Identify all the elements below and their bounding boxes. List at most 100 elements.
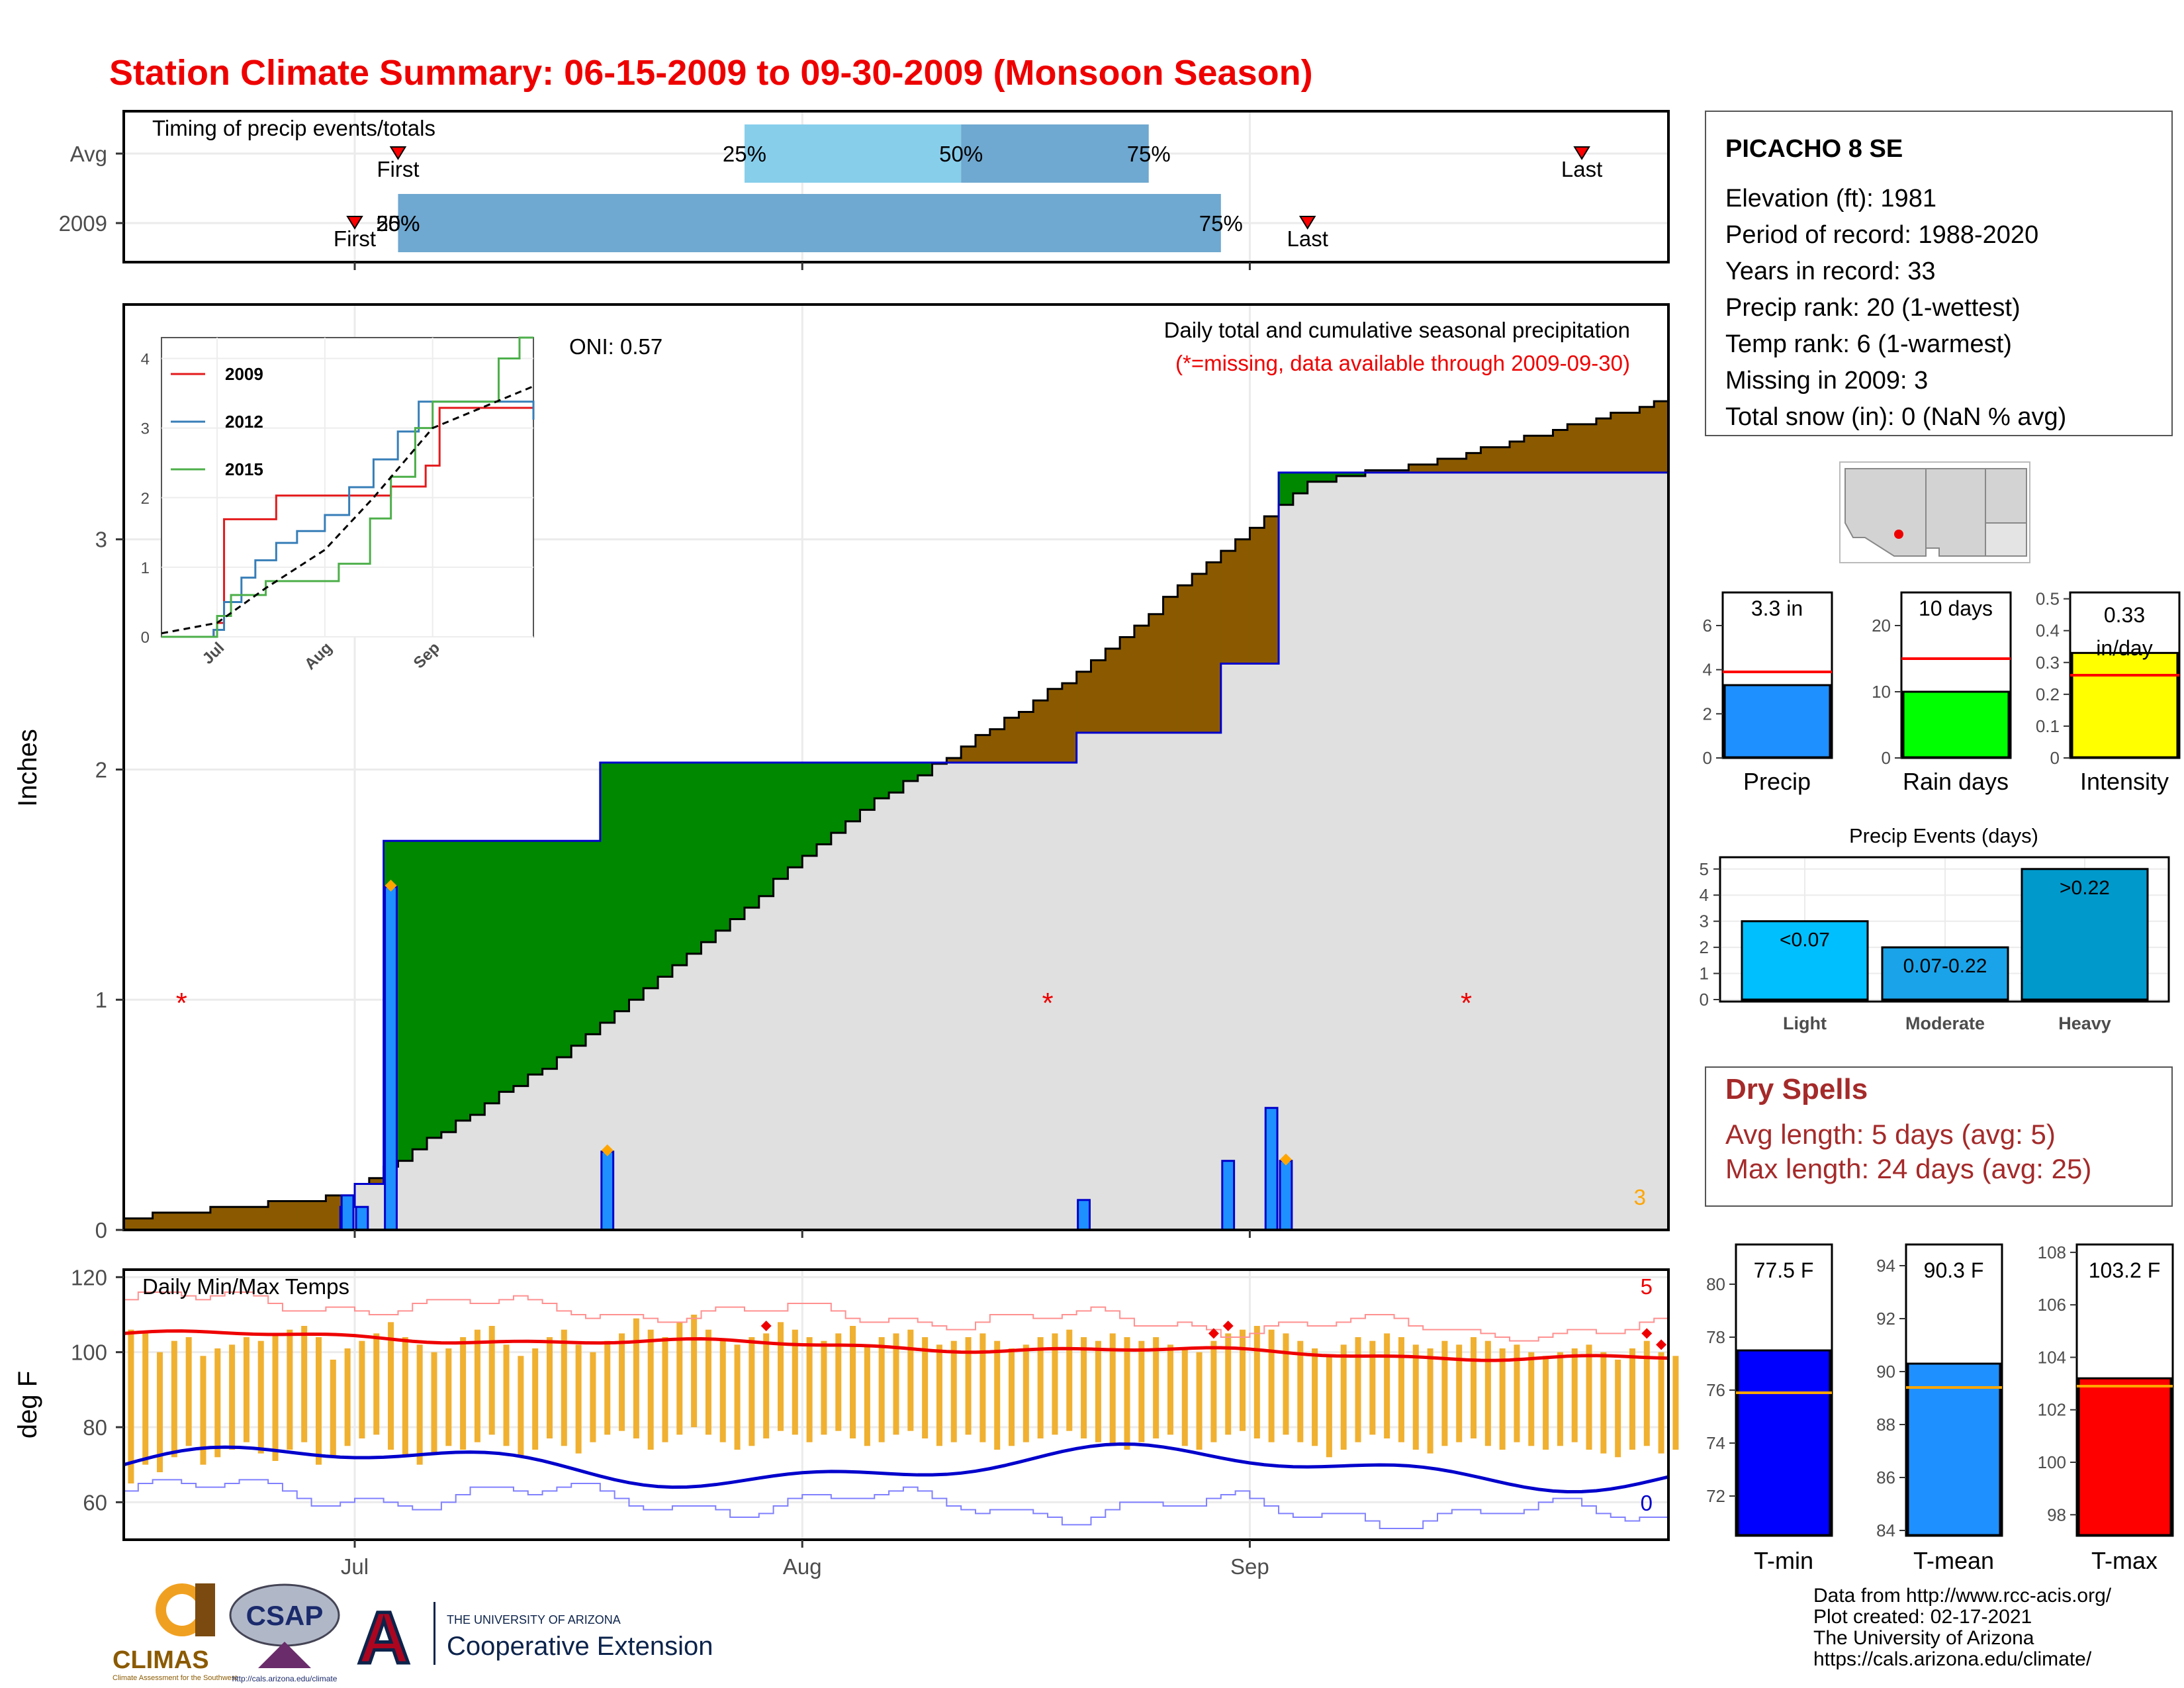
precip-event-category-label: Moderate bbox=[1905, 1013, 1985, 1033]
above-average-area bbox=[470, 841, 486, 1115]
temp-summary-0-bar bbox=[1737, 1349, 1831, 1536]
precip-summary-0-tick-label: 2 bbox=[1703, 704, 1712, 724]
above-average-area bbox=[1293, 472, 1308, 494]
daily-temp-range-bar bbox=[821, 1340, 827, 1435]
temp-summary-value-label: 103.2 F bbox=[2089, 1258, 2161, 1282]
below-average-area bbox=[1510, 441, 1525, 473]
timing-first-label-2009: First bbox=[334, 226, 376, 251]
below-average-area bbox=[1264, 516, 1279, 664]
station-info-line: Missing in 2009: 3 bbox=[1725, 367, 1928, 395]
daily-precip-bar bbox=[1077, 1199, 1091, 1231]
climas-logo: CLIMAS Climate Assessment for the Southw… bbox=[113, 1583, 237, 1682]
daily-temp-range-bar bbox=[1615, 1360, 1621, 1458]
above-average-area bbox=[1279, 472, 1294, 505]
below-average-area bbox=[1466, 453, 1482, 473]
y-tick-label: 2 bbox=[95, 757, 107, 782]
station-name: PICACHO 8 SE bbox=[1725, 135, 1903, 163]
temp-summary-2-bar bbox=[2077, 1377, 2172, 1536]
timing-band-avg-25-50 bbox=[744, 124, 962, 183]
university-of-arizona-logo: A THE UNIVERSITY OF ARIZONA Cooperative … bbox=[356, 1596, 713, 1681]
daily-temp-range-bar bbox=[1095, 1340, 1101, 1442]
daily-temp-range-bar bbox=[1138, 1340, 1145, 1442]
station-info-line: Elevation (ft): 1981 bbox=[1725, 185, 1936, 212]
temps-ylabel: deg F bbox=[13, 1371, 42, 1438]
daily-temp-range-bar bbox=[864, 1344, 870, 1446]
daily-temp-range-bar bbox=[734, 1344, 741, 1450]
precip-summary-2-tick-label: 0.1 bbox=[2036, 716, 2060, 736]
above-average-area bbox=[614, 763, 630, 1011]
daily-temp-range-bar bbox=[1109, 1333, 1116, 1446]
timing-title: Timing of precip events/totals bbox=[152, 116, 435, 140]
daily-temp-range-bar bbox=[1543, 1356, 1549, 1450]
y-tick-label: 3 bbox=[95, 528, 107, 552]
temp-summary-1-tick-label: 92 bbox=[1876, 1309, 1895, 1329]
x-tick-label: Jul bbox=[341, 1554, 369, 1579]
daily-temp-range-bar bbox=[373, 1333, 380, 1435]
below-average-area bbox=[1206, 562, 1222, 733]
daily-temp-range-bar bbox=[1326, 1356, 1332, 1458]
daily-temp-range-bar bbox=[647, 1329, 654, 1450]
timing-last-label-avg: Last bbox=[1561, 157, 1602, 181]
temp-summary-1-tick-label: 94 bbox=[1876, 1256, 1895, 1276]
daily-temp-range-bar bbox=[878, 1337, 885, 1442]
daily-temp-range-bar bbox=[546, 1337, 553, 1438]
daily-temp-range-bar bbox=[1312, 1348, 1318, 1446]
csap-logo-url: http://cals.arizona.edu/climate bbox=[232, 1674, 338, 1683]
x-tick-label: Sep bbox=[1230, 1554, 1269, 1579]
below-average-area bbox=[1610, 412, 1626, 473]
oni-label: ONI: 0.57 bbox=[569, 334, 662, 359]
above-average-area bbox=[527, 841, 543, 1075]
below-average-area bbox=[239, 1207, 255, 1230]
precip-summary-0-bar bbox=[1723, 684, 1831, 759]
precip-summary-2-tick-label: 0.2 bbox=[2036, 684, 2060, 704]
x-tick-label: Aug bbox=[783, 1554, 822, 1579]
above-average-area bbox=[513, 841, 529, 1086]
daily-temp-range-bar bbox=[532, 1348, 539, 1450]
daily-temp-range-bar bbox=[1499, 1348, 1506, 1450]
below-average-area bbox=[1134, 626, 1150, 733]
daily-temp-range-bar bbox=[1471, 1337, 1477, 1438]
daily-temp-range-bar bbox=[1052, 1333, 1058, 1435]
daily-temp-range-bar bbox=[503, 1344, 510, 1446]
below-average-area bbox=[1235, 539, 1251, 664]
daily-temp-range-bar bbox=[1398, 1337, 1404, 1442]
below-average-area bbox=[1148, 614, 1164, 733]
daily-temp-range-bar bbox=[1268, 1329, 1275, 1442]
events-y-tick-label: 0 bbox=[1700, 990, 1709, 1009]
precip-summary-2-tick-label: 0.5 bbox=[2036, 589, 2060, 609]
temp-summary-0-tick-label: 76 bbox=[1706, 1380, 1725, 1400]
daily-temp-range-bar bbox=[1066, 1329, 1073, 1431]
above-average-area bbox=[643, 763, 659, 988]
below-average-area bbox=[1004, 718, 1020, 763]
daily-temp-range-bar bbox=[893, 1333, 899, 1435]
daily-temp-range-bar bbox=[850, 1326, 856, 1438]
above-average-area bbox=[571, 841, 586, 1046]
daily-temp-range-bar bbox=[1456, 1344, 1463, 1442]
daily-temp-range-bar bbox=[922, 1337, 929, 1438]
daily-temp-range-bar bbox=[1412, 1344, 1419, 1450]
below-average-area bbox=[1524, 436, 1539, 473]
above-average-area bbox=[1351, 472, 1366, 477]
station-location-dot bbox=[1894, 530, 1903, 539]
record-high-count: 5 bbox=[1641, 1274, 1653, 1299]
timing-last-marker-avg bbox=[1573, 146, 1590, 160]
daily-temp-range-bar bbox=[128, 1329, 134, 1483]
events-y-tick-label: 1 bbox=[1700, 964, 1709, 984]
daily-temp-range-bar bbox=[1658, 1352, 1664, 1454]
daily-temp-range-bar bbox=[200, 1356, 206, 1465]
inset-y-tick-label: 0 bbox=[141, 629, 150, 647]
inset-y-tick-label: 1 bbox=[141, 559, 150, 577]
above-average-area bbox=[730, 763, 745, 919]
below-average-area bbox=[1192, 573, 1207, 733]
footer-line: Data from http://www.rcc-acis.org/ bbox=[1813, 1585, 2112, 1607]
inset-y-tick-label: 4 bbox=[141, 351, 150, 369]
below-average-area bbox=[1250, 528, 1265, 664]
daily-temp-range-bar bbox=[229, 1344, 236, 1450]
footer-credits: Data from http://www.rcc-acis.org/Plot c… bbox=[1813, 1585, 2112, 1670]
above-average-area bbox=[715, 763, 731, 931]
below-average-area bbox=[311, 1201, 327, 1230]
y-tick-label: 80 bbox=[83, 1415, 107, 1440]
precip-event-category-label: Heavy bbox=[2058, 1013, 2111, 1033]
record-precip-marker bbox=[385, 879, 397, 892]
